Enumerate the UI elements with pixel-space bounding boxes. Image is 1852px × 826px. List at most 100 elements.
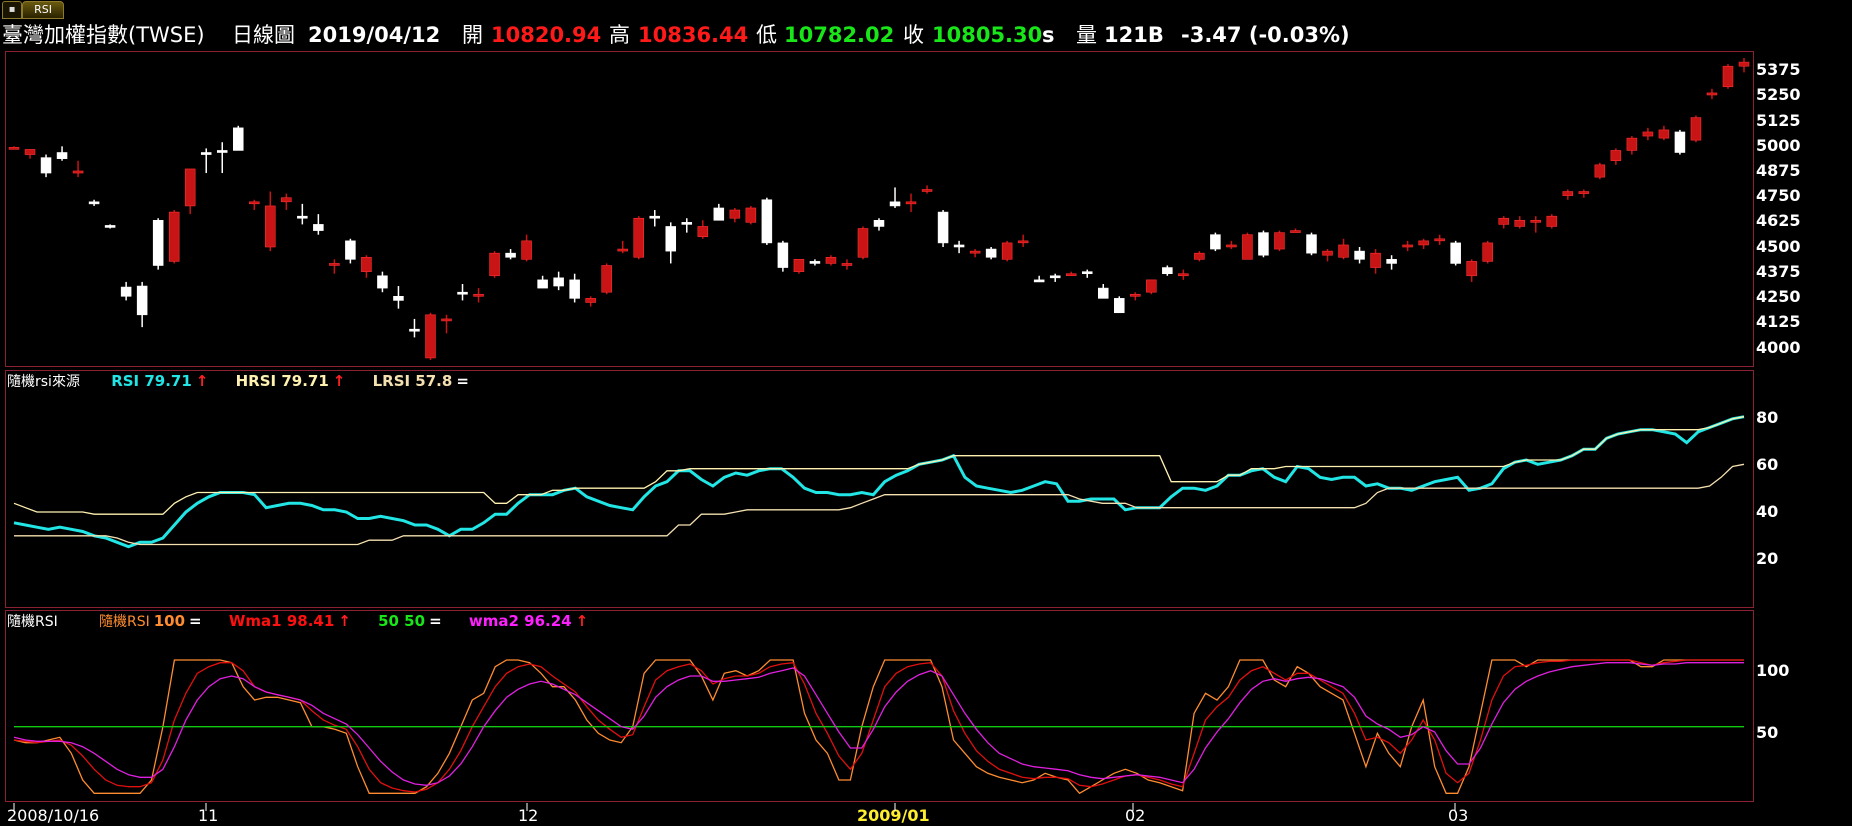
candle-body — [88, 201, 100, 205]
wma2-legend-label: wma2 96.24 — [468, 612, 572, 630]
date-tick: 11 — [198, 806, 219, 825]
price-tick: 4375 — [1756, 262, 1801, 281]
change-value: -3.47 (-0.03%) — [1181, 23, 1350, 47]
wma1-line — [13, 659, 1744, 793]
candle-body — [393, 296, 404, 301]
price-panel[interactable] — [5, 51, 1754, 367]
candle-body — [1450, 242, 1461, 264]
candle-body — [184, 168, 196, 207]
candle-body — [921, 189, 933, 192]
candle-body — [1738, 61, 1750, 67]
stoch-tick: 100 — [1756, 661, 1790, 680]
candle-body — [40, 157, 52, 174]
index-name: 臺灣加權指數(TWSE) — [2, 23, 205, 47]
candle-body — [1274, 232, 1285, 250]
candle-body — [1338, 244, 1349, 258]
stoch-rsi-panel[interactable] — [5, 610, 1754, 802]
candle-body — [1290, 230, 1301, 233]
candle-body — [569, 279, 580, 299]
open-label: 開 — [462, 23, 483, 47]
candle-body — [1033, 279, 1045, 283]
candle-body — [425, 314, 436, 359]
candle-body — [120, 286, 132, 297]
open-value: 10820.94 — [491, 23, 602, 47]
date-tick: 02 — [1125, 806, 1146, 825]
volume-label: 量 — [1076, 23, 1097, 47]
candle-body — [1674, 131, 1686, 153]
chart-type: 日線圖 — [232, 23, 295, 47]
candle-body — [1578, 191, 1590, 194]
candle-body — [1001, 242, 1013, 260]
candle-body — [1402, 244, 1413, 248]
price-tick: 4750 — [1756, 186, 1801, 205]
candle-body — [1081, 271, 1093, 275]
candle-body — [1594, 164, 1606, 178]
high-label: 高 — [609, 23, 630, 47]
candle-body — [313, 224, 324, 231]
candle-body — [1562, 191, 1574, 196]
candle-body — [457, 291, 468, 295]
candle-body — [1722, 65, 1734, 88]
rsi-line — [13, 415, 1745, 549]
candle-body — [361, 256, 372, 272]
candle-body — [937, 211, 949, 244]
candle-body — [601, 265, 612, 293]
candle-body — [1146, 279, 1157, 293]
price-tick: 5125 — [1756, 111, 1801, 130]
candle-body — [200, 152, 212, 155]
candle-body — [297, 215, 308, 219]
candle-body — [809, 261, 821, 264]
candle-body — [745, 207, 757, 223]
tab-rsi[interactable]: RSI — [22, 1, 64, 19]
candle-body — [1434, 238, 1445, 242]
wma1-legend-label: Wma1 98.41 — [228, 612, 335, 630]
menu-icon[interactable]: ▪ — [2, 1, 22, 19]
candle-body — [905, 201, 917, 205]
date-tick: 2008/10/16 — [7, 806, 100, 825]
price-tick: 4625 — [1756, 211, 1801, 230]
date-tick: 12 — [518, 806, 539, 825]
candle-body — [537, 279, 548, 289]
candle-body — [521, 240, 532, 260]
wma2-line — [13, 662, 1744, 786]
lrsi-legend-label: LRSI 57.8 — [372, 372, 453, 390]
candle-body — [24, 149, 36, 155]
candle-body — [1354, 250, 1365, 260]
close-value: 10805.30 — [932, 23, 1043, 47]
candle-body — [1658, 129, 1670, 139]
candle-body — [104, 225, 116, 228]
candle-body — [697, 226, 709, 238]
candle-body — [232, 127, 244, 151]
candle-body — [953, 244, 965, 248]
candle-body — [873, 219, 885, 227]
candle-body — [1306, 234, 1317, 254]
low-value: 10782.02 — [784, 23, 895, 47]
candle-body — [681, 222, 693, 225]
candle-body — [1097, 287, 1109, 299]
up-arrow-icon: ↑ — [338, 612, 351, 630]
price-tick: 4000 — [1756, 338, 1801, 357]
candle-body — [665, 226, 677, 252]
lrsi-line — [14, 463, 1745, 546]
candle-body — [633, 217, 644, 258]
stoch-tick: 50 — [1756, 723, 1779, 742]
candle-body — [825, 256, 837, 264]
candle-body — [617, 248, 628, 252]
candle-body — [1242, 234, 1253, 260]
candle-body — [1370, 252, 1381, 268]
candle-body — [505, 252, 516, 258]
candle-body — [1386, 259, 1397, 264]
rsi-panel[interactable] — [5, 370, 1754, 608]
hrsi-legend-label: HRSI 79.71 — [235, 372, 329, 390]
candle-body — [1706, 92, 1718, 96]
rsi-tick: 20 — [1756, 549, 1779, 568]
candle-body — [473, 293, 484, 297]
equal-icon: = — [429, 612, 442, 630]
rsi-panel-title: 隨機rsi來源 — [7, 374, 80, 390]
up-arrow-icon: ↑ — [332, 372, 346, 390]
candle-body — [1017, 240, 1029, 244]
volume-value: 121B — [1104, 23, 1164, 47]
equal-icon: = — [456, 372, 469, 390]
candle-body — [1162, 267, 1173, 275]
